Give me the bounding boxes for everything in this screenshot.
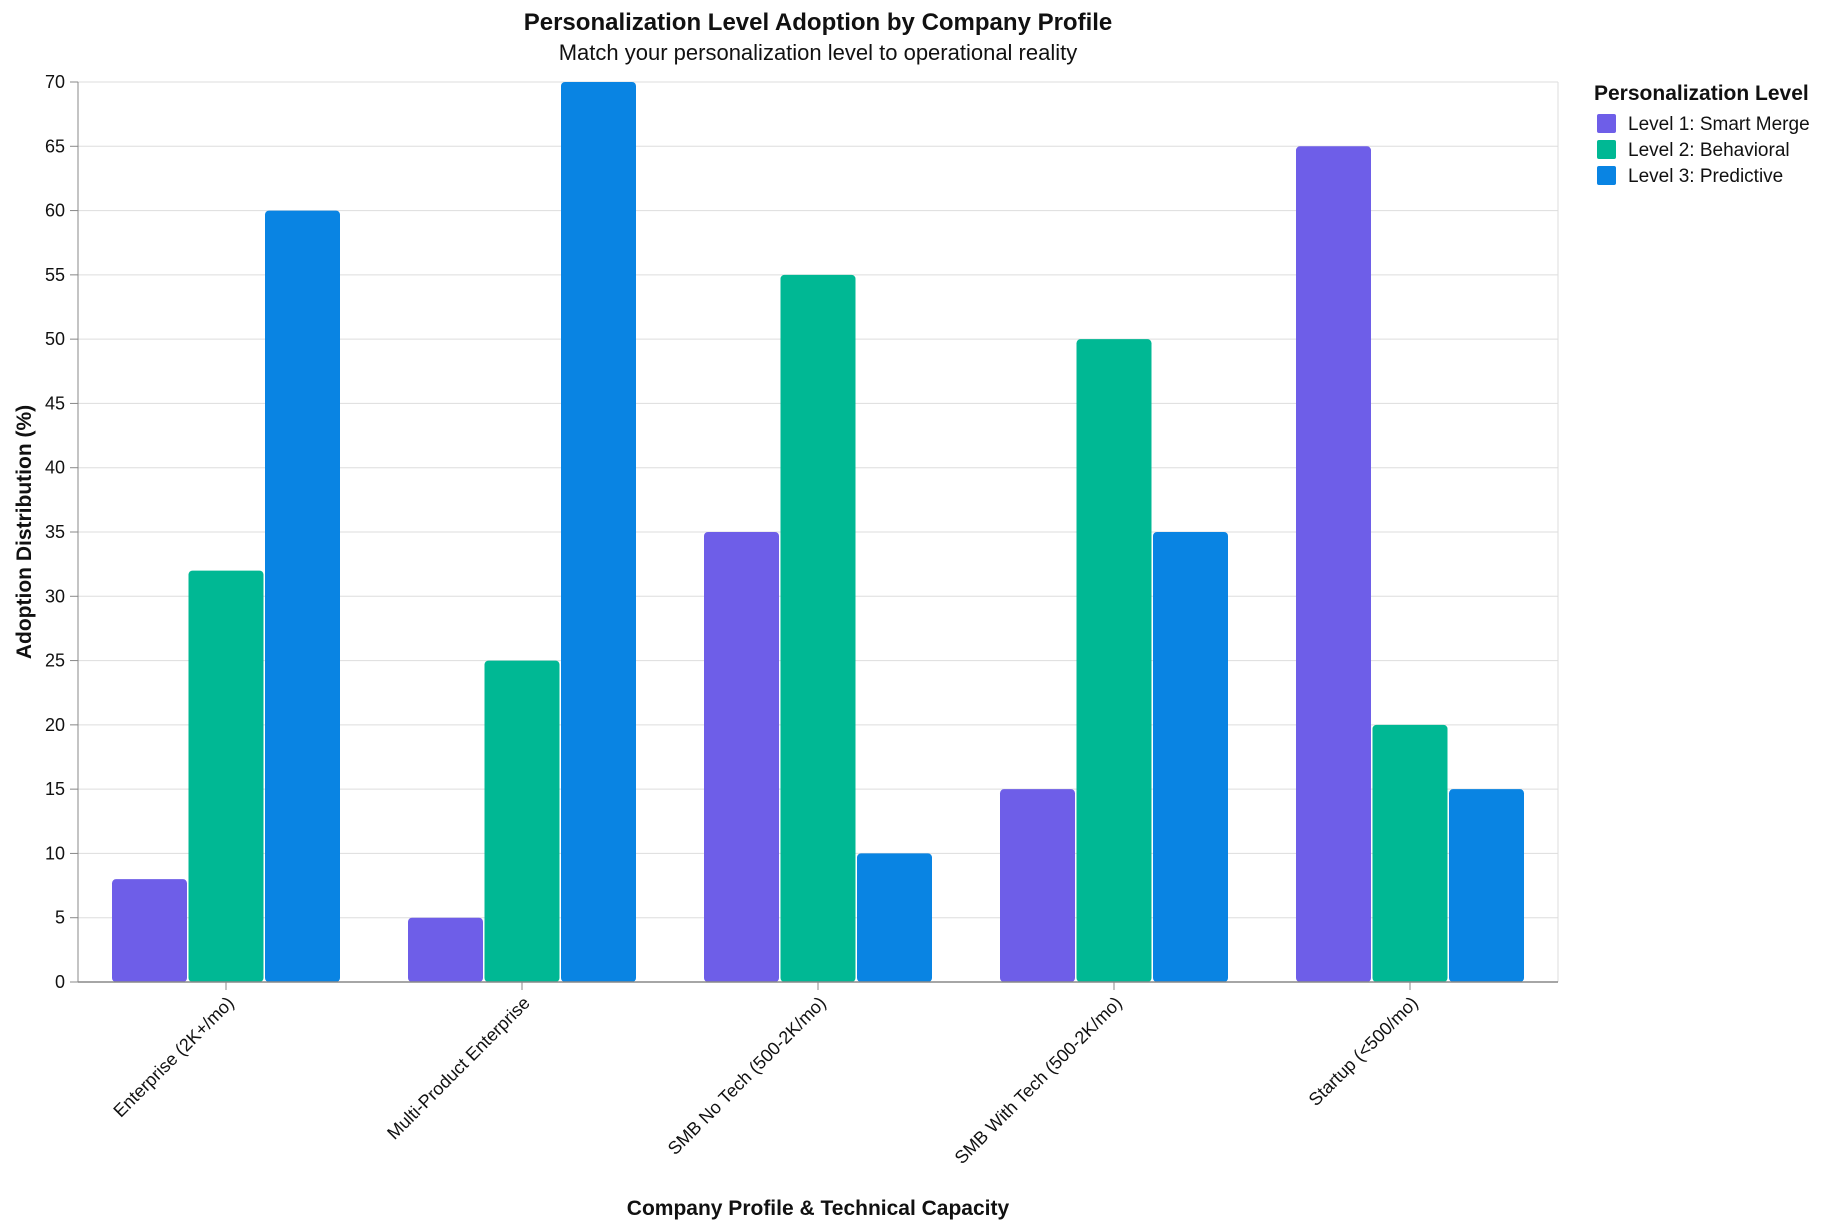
y-tick-label: 45 [45,393,65,413]
legend-swatch [1597,166,1616,185]
y-tick-label: 50 [45,329,65,349]
legend: Personalization Level Level 1: Smart Mer… [1594,82,1810,187]
y-tick-label: 55 [45,265,65,285]
bar [484,660,560,982]
bar [1449,789,1524,982]
y-tick-label: 5 [55,908,65,928]
y-tick-label: 70 [45,72,65,92]
y-tick-label: 20 [45,715,65,735]
bar [704,532,779,982]
x-axis-ticks: Enterprise (2K+/mo) Multi-Product Enterpr… [109,982,1422,1168]
legend-title: Personalization Level [1594,82,1809,105]
y-tick-label: 60 [45,201,65,221]
y-axis-ticks: 0 5 10 15 20 25 30 35 40 45 50 55 60 65 70 [45,72,78,992]
y-tick-label: 30 [45,586,65,606]
bar [1296,146,1371,983]
y-tick-label: 10 [45,843,65,863]
y-tick-label: 40 [45,458,65,478]
bar [1372,724,1448,982]
bar [780,274,856,982]
x-axis-title: Company Profile & Technical Capacity [627,1197,1010,1220]
bar [561,82,636,982]
y-tick-label: 15 [45,779,65,799]
bar [265,210,340,983]
x-tick-label: SMB No Tech (500-2K/mo) [664,993,830,1159]
legend-swatch [1597,140,1616,159]
y-tick-label: 25 [45,651,65,671]
bar [857,853,932,982]
x-tick-label: SMB With Tech (500-2K/mo) [951,993,1126,1168]
x-tick-label: Multi-Product Enterprise [383,993,534,1144]
x-tick-label: Startup (<500/mo) [1305,993,1422,1110]
y-tick-label: 35 [45,522,65,542]
chart-subtitle: Match your personalization level to oper… [559,40,1078,65]
bar [1000,789,1075,982]
bar [1076,339,1152,983]
bar [1153,532,1228,982]
x-tick-label: Enterprise (2K+/mo) [109,993,237,1121]
legend-label: Level 2: Behavioral [1628,140,1790,161]
bar [408,917,483,982]
chart-title: Personalization Level Adoption by Compan… [524,9,1113,36]
y-tick-label: 65 [45,136,65,156]
bars [112,82,1524,983]
bar [188,570,264,982]
bar [112,879,187,982]
y-axis-title: Adoption Distribution (%) [13,405,36,659]
legend-swatch [1597,114,1616,133]
legend-label: Level 3: Predictive [1628,166,1783,187]
y-tick-label: 0 [55,972,65,992]
legend-label: Level 1: Smart Merge [1628,114,1810,135]
